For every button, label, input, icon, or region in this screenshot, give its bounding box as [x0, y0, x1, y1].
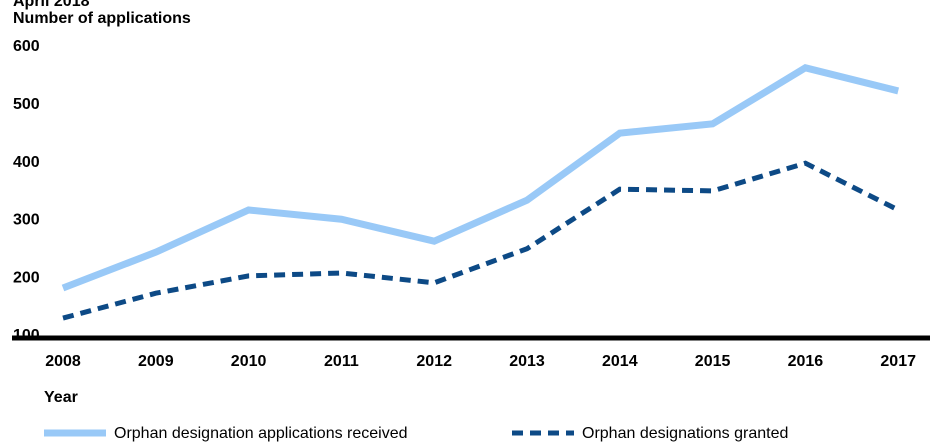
x-tick-label: 2015 — [695, 353, 731, 370]
y-axis-label: Number of applications — [13, 10, 191, 27]
x-tick-label: 2014 — [602, 353, 638, 370]
x-tick-label: 2017 — [880, 353, 916, 370]
x-tick-label: 2012 — [416, 353, 452, 370]
chart-title: April 2018 — [13, 0, 90, 10]
series-line — [61, 64, 900, 292]
x-tick-label: 2008 — [45, 353, 81, 370]
x-tick-label: 2009 — [138, 353, 174, 370]
y-tick-label: 400 — [13, 154, 40, 171]
x-tick-label: 2013 — [509, 353, 545, 370]
x-axis-label: Year — [44, 389, 78, 406]
y-tick-label: 500 — [13, 96, 40, 113]
x-tick-label: 2010 — [231, 353, 267, 370]
x-tick-label: 2011 — [324, 353, 359, 370]
legend-label: Orphan designation applications received — [114, 425, 408, 442]
legend-label: Orphan designations granted — [582, 425, 788, 442]
x-tick-label: 2016 — [788, 353, 824, 370]
series-line — [62, 160, 900, 321]
y-tick-label: 200 — [13, 269, 40, 286]
y-tick-label: 300 — [13, 212, 40, 229]
y-tick-label: 600 — [13, 38, 40, 55]
